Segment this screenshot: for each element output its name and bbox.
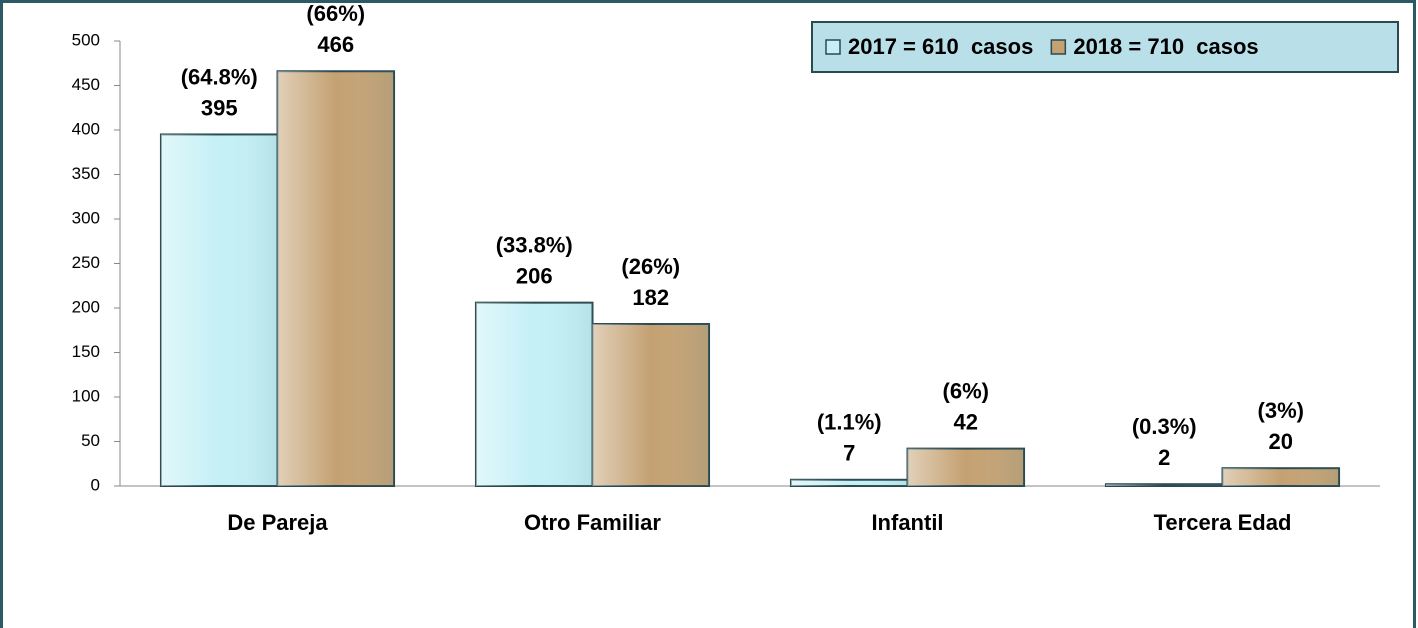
bar [789,478,909,487]
percent-label: (0.3%) [1132,414,1197,439]
x-tick-label: Infantil [871,510,943,535]
bar [276,70,396,487]
value-label: 206 [516,263,553,288]
percent-label: (64.8%) [181,64,258,89]
percent-label: (66%) [306,1,365,26]
value-label: 7 [843,441,855,466]
y-tick-label: 100 [72,386,100,405]
percent-label: (6%) [943,378,989,403]
value-label: 182 [632,285,669,310]
y-tick-label: 300 [72,208,100,227]
value-label: 2 [1158,445,1170,470]
value-label: 395 [201,95,238,120]
y-tick-label: 400 [72,119,100,138]
x-tick-label: De Pareja [227,510,328,535]
value-label: 20 [1269,429,1293,454]
y-tick-label: 450 [72,75,100,94]
legend-box [811,21,1399,73]
bar [1221,467,1341,488]
bar [906,447,1026,487]
y-tick-label: 250 [72,253,100,272]
legend-swatch [1050,39,1067,55]
legend-label: 2018 = 710 casos [1073,34,1258,59]
bar [1104,483,1224,488]
percent-label: (3%) [1258,398,1304,423]
y-tick-label: 0 [91,475,100,494]
bar [159,133,279,487]
y-tick-label: 50 [81,431,100,450]
x-tick-label: Tercera Edad [1154,510,1292,535]
y-tick-label: 150 [72,342,100,361]
y-tick-label: 200 [72,297,100,316]
value-label: 42 [954,409,978,434]
x-tick-label: Otro Familiar [524,510,661,535]
percent-label: (33.8%) [496,232,573,257]
percent-label: (1.1%) [817,410,882,435]
value-label: 466 [317,32,354,57]
percent-label: (26%) [621,254,680,279]
bar [474,301,594,487]
y-tick-label: 500 [72,30,100,49]
y-tick-label: 350 [72,164,100,183]
legend-swatch [825,39,841,55]
bar [591,323,711,487]
legend-label: 2017 = 610 casos [848,34,1033,59]
